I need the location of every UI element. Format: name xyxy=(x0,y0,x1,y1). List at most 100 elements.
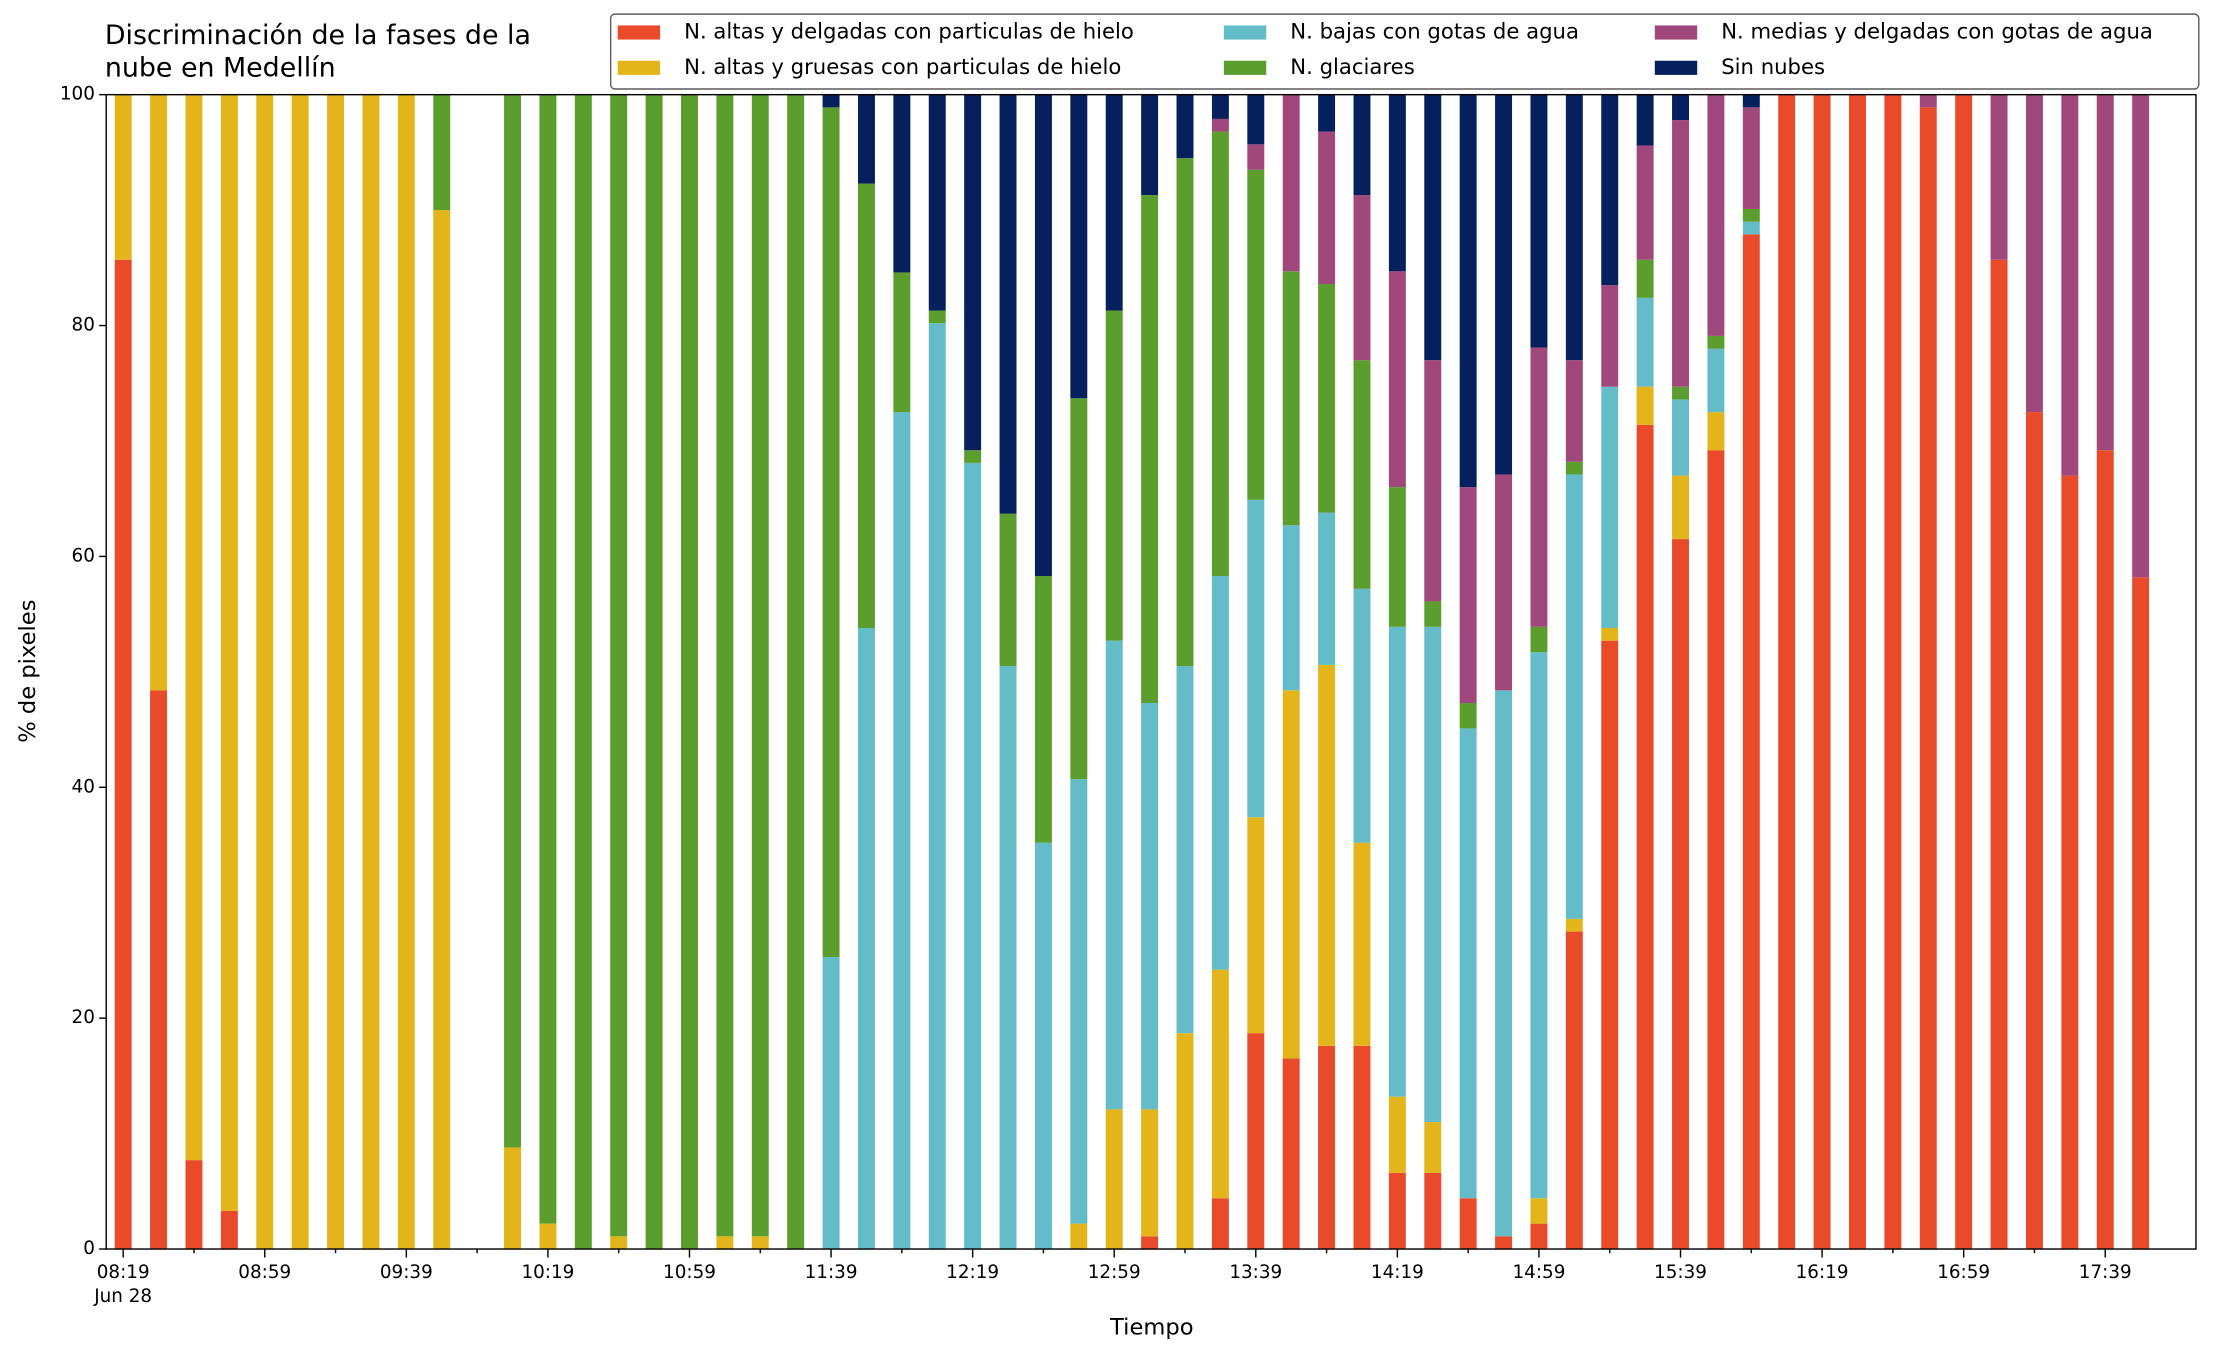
y-tick-label: 60 xyxy=(72,545,95,566)
bar-segment xyxy=(150,94,168,691)
bar-segment xyxy=(1388,94,1406,272)
bar-segment xyxy=(1247,499,1265,818)
x-tick-label: 09:39 xyxy=(380,1262,433,1283)
bar-segment xyxy=(1318,664,1336,1046)
bar-segment xyxy=(1742,94,1760,108)
bar-segment xyxy=(1211,969,1229,1199)
bar-segment xyxy=(1247,144,1265,170)
legend-label: N. glaciares xyxy=(1290,54,1414,79)
bar-segment xyxy=(822,94,840,108)
y-tick-label: 20 xyxy=(72,1007,95,1028)
bar-segment xyxy=(1707,412,1725,451)
bar-segment xyxy=(1990,94,2008,260)
bar-segment xyxy=(114,94,132,260)
plot-frame xyxy=(105,93,2197,1250)
bar-segment xyxy=(1176,94,1194,159)
legend-swatch xyxy=(1223,60,1267,75)
bar-segment xyxy=(1424,94,1442,361)
bar-segment xyxy=(1813,94,1831,1250)
bar-segment xyxy=(999,94,1017,514)
bar-segment xyxy=(822,956,840,1250)
bar-segment xyxy=(1141,195,1159,704)
y-tick-label: 40 xyxy=(72,776,95,797)
bar-segment xyxy=(1318,1045,1336,1250)
bar-segment xyxy=(1388,1096,1406,1173)
bar-segment xyxy=(1565,918,1583,932)
bar-segment xyxy=(928,94,946,311)
bar-segment xyxy=(645,94,663,1250)
bar-segment xyxy=(893,94,911,273)
bar-segment xyxy=(610,1236,628,1250)
bar-segment xyxy=(1105,640,1123,1110)
bar-segment xyxy=(327,94,345,1250)
bar-segment xyxy=(857,627,875,1250)
bar-segment xyxy=(1353,588,1371,843)
bar-segment xyxy=(1282,1058,1300,1250)
legend-swatch xyxy=(617,25,661,40)
bar-segment xyxy=(362,94,380,1250)
bar-segment xyxy=(1990,259,2008,1250)
y-tick-label: 0 xyxy=(83,1238,95,1259)
bar-segment xyxy=(1070,398,1088,780)
bar-segment xyxy=(1353,195,1371,361)
x-tick-label: 08:59 xyxy=(238,1262,291,1283)
bar-segment xyxy=(1601,640,1619,1250)
bar-segment xyxy=(1459,728,1477,1199)
bar-segment xyxy=(1601,94,1619,286)
bar-segment xyxy=(1424,601,1442,627)
bar-segment xyxy=(539,1223,557,1250)
bar-segment xyxy=(504,1147,521,1250)
bar-segment xyxy=(716,1236,734,1250)
bar-segment xyxy=(1672,94,1689,121)
x-tick-label: 12:19 xyxy=(946,1262,999,1283)
bar-segment xyxy=(1105,310,1123,641)
bar-segment xyxy=(2132,94,2150,578)
legend-swatch xyxy=(617,60,661,75)
bar-segment xyxy=(928,323,946,1250)
bar-segment xyxy=(539,94,557,1224)
bar-segment xyxy=(1495,474,1513,691)
bar-segment xyxy=(504,94,521,1148)
bar-segment xyxy=(397,94,415,1250)
bar-segment xyxy=(220,1210,238,1250)
bar-segment xyxy=(1707,335,1725,349)
bar-segment xyxy=(1388,271,1406,488)
bar-segment xyxy=(1282,690,1300,1059)
bar-segment xyxy=(1636,145,1654,260)
bar-segment xyxy=(220,94,238,1211)
x-tick-label: 12:59 xyxy=(1088,1262,1141,1283)
bar-segment xyxy=(1388,487,1406,627)
bar-segment xyxy=(1211,131,1229,577)
bar-segment xyxy=(1424,360,1442,602)
bar-segment xyxy=(1919,107,1937,1250)
bar-segment xyxy=(964,450,982,463)
bar-segment xyxy=(1884,94,1902,1250)
bar-segment xyxy=(2025,94,2043,413)
bar-segment xyxy=(681,94,698,1250)
bar-segment xyxy=(1742,208,1760,222)
bar-segment xyxy=(857,183,875,628)
bar-segment xyxy=(114,259,132,1250)
bar-segment xyxy=(1141,1109,1159,1237)
bar-segment xyxy=(1849,94,1866,1250)
bar-segment xyxy=(822,107,840,957)
bar-segment xyxy=(1672,399,1689,476)
bar-segment xyxy=(1318,94,1336,132)
bar-segment xyxy=(1424,626,1442,1123)
bar-segment xyxy=(1070,94,1088,399)
y-tick-label: 80 xyxy=(72,315,95,336)
bar-segment xyxy=(1530,652,1548,1199)
bar-segment xyxy=(1565,461,1583,475)
bar-segment xyxy=(1565,931,1583,1250)
bar-segment xyxy=(1565,474,1583,919)
legend-label: N. altas y delgadas con particulas de hi… xyxy=(684,18,1134,43)
bar-segment xyxy=(1707,348,1725,413)
bar-segment xyxy=(1672,120,1689,387)
bar-segment xyxy=(1176,1033,1194,1250)
bar-segment xyxy=(1601,627,1619,641)
bar-segment xyxy=(1530,94,1548,348)
bar-segment xyxy=(291,94,309,1250)
bar-segment xyxy=(1105,1109,1123,1250)
bar-segment xyxy=(1530,1198,1548,1224)
bar-segment xyxy=(1318,283,1336,513)
